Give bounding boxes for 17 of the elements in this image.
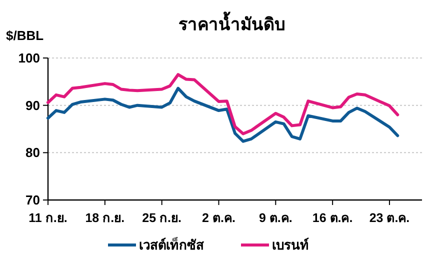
y-tick-label: 70 (26, 192, 40, 208)
x-tick-label: 18 ก.ย. (85, 211, 125, 225)
legend-label: เบรนท์ (272, 238, 309, 253)
x-tick-label: 2 ต.ค. (202, 211, 236, 225)
y-axis-title: $/BBL (6, 28, 44, 43)
y-tick-label: 90 (26, 98, 40, 113)
y-tick-label: 100 (18, 50, 40, 66)
line-series (46, 73, 400, 136)
line-series (46, 86, 400, 143)
x-tick-label: 23 ต.ค. (369, 211, 410, 225)
x-tick-label: 11 ก.ย. (28, 211, 68, 225)
legend-label: เวสต์เท็กซัส (139, 236, 204, 253)
x-tick-label: 9 ต.ค. (258, 211, 292, 225)
x-tick-label: 16 ต.ค. (312, 211, 353, 225)
chart-title: ราคาน้ำมันดิบ (178, 11, 286, 34)
y-tick-label: 80 (26, 145, 40, 160)
x-tick-label: 25 ก.ย. (142, 211, 182, 225)
